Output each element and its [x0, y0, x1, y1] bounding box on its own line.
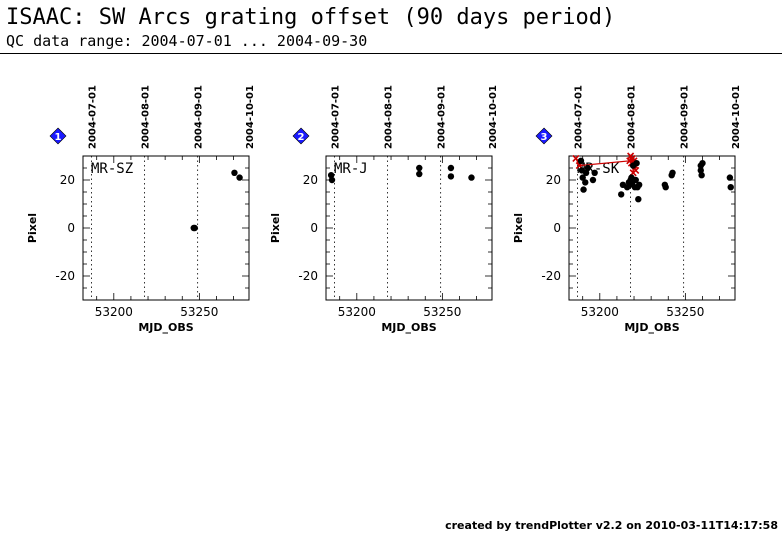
x-tick-label: 53200: [338, 305, 376, 319]
date-tick-label: 2004-07-01: [574, 85, 585, 149]
data-point: [577, 157, 585, 164]
data-point: [447, 164, 455, 172]
date-tick-label: 2004-10-01: [488, 85, 499, 149]
data-point: [447, 173, 455, 180]
panel-badge-number: 2: [298, 132, 305, 143]
y-axis-label: Pixel: [26, 213, 39, 243]
y-tick-label: 20: [303, 173, 318, 187]
plot-frame: [325, 155, 493, 301]
data-point: [580, 186, 587, 193]
data-point: [579, 174, 586, 181]
panel-badge-number: 3: [541, 132, 548, 143]
panel-badge-icon: [535, 127, 553, 145]
data-point: [635, 181, 643, 188]
y-tick-label: 20: [546, 173, 561, 187]
data-point: [697, 167, 704, 174]
x-tick-label: 53200: [95, 305, 133, 319]
data-point: [582, 169, 590, 176]
x-axis-label: MJD_OBS: [138, 321, 193, 334]
data-point: [699, 160, 706, 167]
chart-panel-1: 1 2004-07-01 2004-08-01 2004-09-01 2004-10-0…: [26, 85, 256, 334]
y-axis-label: Pixel: [512, 213, 525, 243]
y-tick-label: 0: [310, 221, 318, 235]
y-tick-label: -20: [55, 269, 75, 283]
panel-label: MR-J: [334, 161, 368, 177]
data-point: [191, 224, 198, 232]
data-point: [591, 169, 598, 176]
x-tick-label: 53250: [666, 305, 704, 319]
x-axis-label: MJD_OBS: [624, 321, 679, 334]
y-axis-label: Pixel: [269, 213, 282, 243]
x-tick-label: 53250: [423, 305, 461, 319]
data-point: [231, 169, 238, 176]
data-point: [236, 174, 243, 181]
footer-credit: created by trendPlotter v2.2 on 2010-03-…: [445, 519, 778, 532]
data-point: [416, 164, 423, 172]
data-point: [726, 174, 734, 181]
date-tick-label: 2004-08-01: [627, 85, 638, 149]
date-tick-label: 2004-07-01: [88, 85, 99, 149]
data-point: [328, 176, 336, 184]
y-tick-label: 20: [60, 173, 75, 187]
date-tick-label: 2004-07-01: [331, 85, 342, 149]
data-point: [632, 176, 639, 184]
data-point: [635, 196, 642, 203]
panel-badge-icon: [292, 127, 310, 145]
plot-frame: [82, 155, 250, 301]
data-point: [698, 172, 705, 179]
header-divider: [0, 53, 782, 54]
x-axis-label: MJD_OBS: [381, 321, 436, 334]
date-tick-label: 2004-09-01: [680, 85, 691, 149]
date-tick-label: 2004-10-01: [731, 85, 742, 149]
date-tick-label: 2004-09-01: [194, 85, 205, 149]
data-point: [589, 176, 597, 184]
data-point: [416, 170, 423, 178]
data-point: [582, 179, 589, 186]
panel-badge-number: 1: [55, 132, 62, 143]
date-tick-label: 2004-09-01: [437, 85, 448, 149]
date-tick-label: 2004-08-01: [141, 85, 152, 149]
chart-panel-2: 2 2004-07-01 2004-08-01 2004-09-01 2004-10-0…: [269, 85, 499, 334]
y-tick-label: 0: [553, 221, 561, 235]
data-point: [669, 169, 676, 176]
date-tick-label: 2004-10-01: [245, 85, 256, 149]
panel-label: MR-SZ: [91, 161, 133, 177]
date-tick-label: 2004-08-01: [384, 85, 395, 149]
data-point: [468, 174, 475, 181]
y-tick-label: -20: [541, 269, 561, 283]
page-subtitle: QC data range: 2004-07-01 ... 2004-09-30: [6, 32, 368, 50]
data-point: [327, 172, 335, 179]
data-point: [617, 191, 625, 198]
data-point: [662, 184, 669, 191]
data-point: [584, 164, 592, 172]
panel-badge-icon: [49, 127, 67, 145]
y-tick-label: -20: [298, 269, 318, 283]
x-tick-label: 53200: [581, 305, 619, 319]
data-point: [633, 160, 640, 167]
data-point: [727, 184, 734, 191]
page-title: ISAAC: SW Arcs grating offset (90 days p…: [6, 5, 616, 30]
y-tick-label: 0: [67, 221, 75, 235]
chart-panel-3: 3 2004-07-01 2004-08-01 2004-09-01 2004-10-0…: [512, 85, 742, 334]
x-tick-label: 53250: [180, 305, 218, 319]
